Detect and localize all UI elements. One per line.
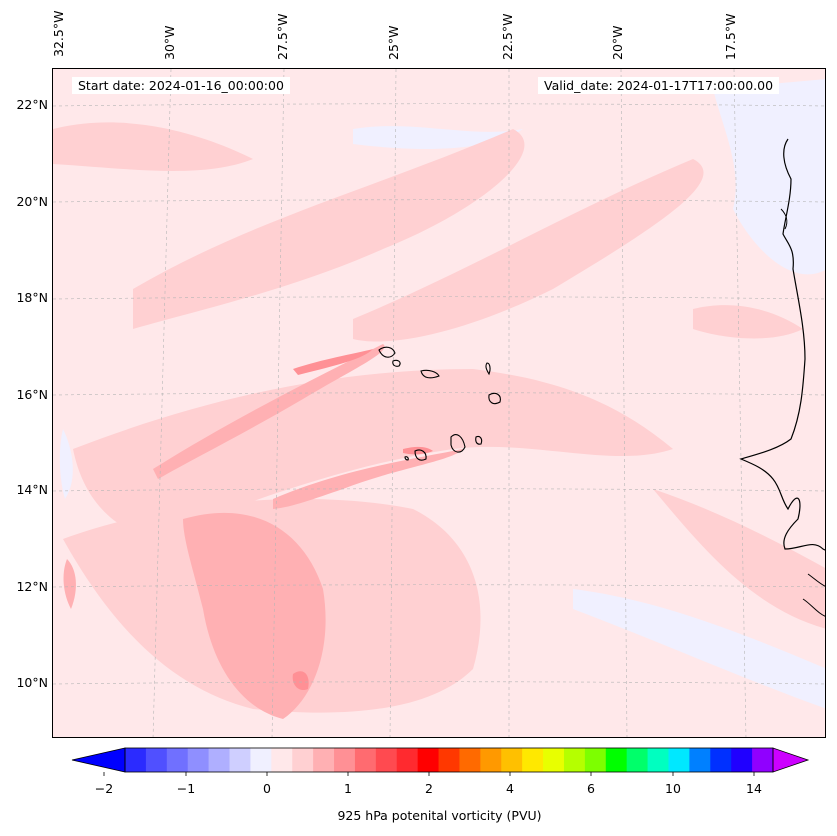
colorbar-segment <box>501 748 523 772</box>
colorbar-segment <box>752 748 774 772</box>
lat-label-14n: 14°N <box>16 482 48 497</box>
field-rose-6 <box>292 671 309 691</box>
colorbar-segment <box>647 748 669 772</box>
colorbar-segment <box>689 748 711 772</box>
colorbar-over-arrow <box>772 747 810 773</box>
colorbar-segment <box>145 748 168 772</box>
colorbar-segment <box>522 748 544 772</box>
field-low-right <box>713 79 825 275</box>
lat-label-10n: 10°N <box>16 675 48 690</box>
colorbar-segment <box>668 748 690 772</box>
colorbar-tick-label: −1 <box>176 781 196 796</box>
colorbar-segment <box>417 748 440 772</box>
cape-verde-islands <box>378 346 501 461</box>
colorbar-segment <box>543 748 565 772</box>
coast-detail-2 <box>807 573 825 587</box>
field-rose-5 <box>403 446 433 455</box>
colorbar-title: 925 hPa potenital vorticity (PVU) <box>337 808 542 823</box>
colorbar-segments <box>125 748 774 772</box>
colorbar-segment <box>459 748 481 772</box>
lat-label-18n: 18°N <box>16 290 48 305</box>
colorbar-segment <box>438 748 460 772</box>
colorbar-tick-label: −2 <box>94 781 114 796</box>
colorbar-segment <box>480 748 502 772</box>
colorbar-segment <box>605 748 628 772</box>
colorbar-segment <box>208 748 231 772</box>
field-pink-1 <box>53 122 253 171</box>
colorbar-segment <box>292 748 314 772</box>
lat-label-12n: 12°N <box>16 579 48 594</box>
lon-label-20w: 20°W <box>610 25 625 60</box>
lon-label-17-5w: 17.5°W <box>723 13 738 60</box>
field-pink-3 <box>353 159 704 342</box>
lon-label-25w: 25°W <box>386 25 401 60</box>
colorbar-segment <box>334 748 356 772</box>
colorbar-tick-label: 6 <box>587 781 595 796</box>
lat-label-22n: 22°N <box>16 97 48 112</box>
field-pink-4 <box>73 369 673 539</box>
field-rose-3 <box>183 512 326 719</box>
field-pink-7 <box>693 305 803 339</box>
colorbar-segment <box>563 748 586 772</box>
africa-coastline <box>739 138 825 551</box>
colorbar-segment <box>354 748 377 772</box>
lon-label-32-5w: 32.5°W <box>51 10 66 57</box>
field-rose-4 <box>293 349 373 375</box>
map-panel <box>52 68 826 738</box>
map-field <box>53 69 825 737</box>
colorbar-segment <box>229 748 251 772</box>
colorbar-outline <box>124 747 774 773</box>
field-rose-2 <box>273 449 463 509</box>
field-rose-1 <box>153 344 385 479</box>
colorbar-segment <box>271 748 293 772</box>
colorbar-tick-label: 14 <box>746 781 762 796</box>
field-rose-7 <box>63 559 76 609</box>
field-pink-6 <box>653 489 825 629</box>
colorbar-segment <box>731 748 753 772</box>
field-pink-2 <box>133 129 525 329</box>
colorbar-tick-label: 4 <box>506 781 514 796</box>
colorbar-segment <box>313 748 335 772</box>
colorbar-tick-label: 10 <box>665 781 681 796</box>
colorbar-under-arrow <box>71 747 126 773</box>
field-low-left <box>59 429 73 499</box>
coast-detail-1 <box>780 208 788 230</box>
colorbar-segment <box>375 748 398 772</box>
colorbar-segment <box>584 748 607 772</box>
colorbar-segment <box>710 748 732 772</box>
colorbar-ticks <box>103 772 755 776</box>
colorbar-segment <box>396 748 419 772</box>
colorbar-tick-label: 2 <box>425 781 433 796</box>
lon-label-22-5w: 22.5°W <box>500 13 515 60</box>
colorbar-tick-label: 1 <box>344 781 352 796</box>
colorbar-segment <box>187 748 210 772</box>
start-date-label: Start date: 2024-01-16_00:00:00 <box>72 77 290 94</box>
colorbar-segment <box>125 748 147 772</box>
colorbar-segment <box>626 748 649 772</box>
lon-label-30w: 30°W <box>162 25 177 60</box>
lon-label-27-5w: 27.5°W <box>275 13 290 60</box>
valid-date-label: Valid_date: 2024-01-17T17:00:00.00 <box>538 77 780 94</box>
colorbar-tick-label: 0 <box>263 781 271 796</box>
lat-label-20n: 20°N <box>16 194 48 209</box>
field-low-band <box>573 589 825 709</box>
lat-label-16n: 16°N <box>16 387 48 402</box>
graticule <box>53 69 825 737</box>
coast-detail-3 <box>802 598 825 617</box>
colorbar-segment <box>250 748 272 772</box>
colorbar-segment <box>166 748 189 772</box>
